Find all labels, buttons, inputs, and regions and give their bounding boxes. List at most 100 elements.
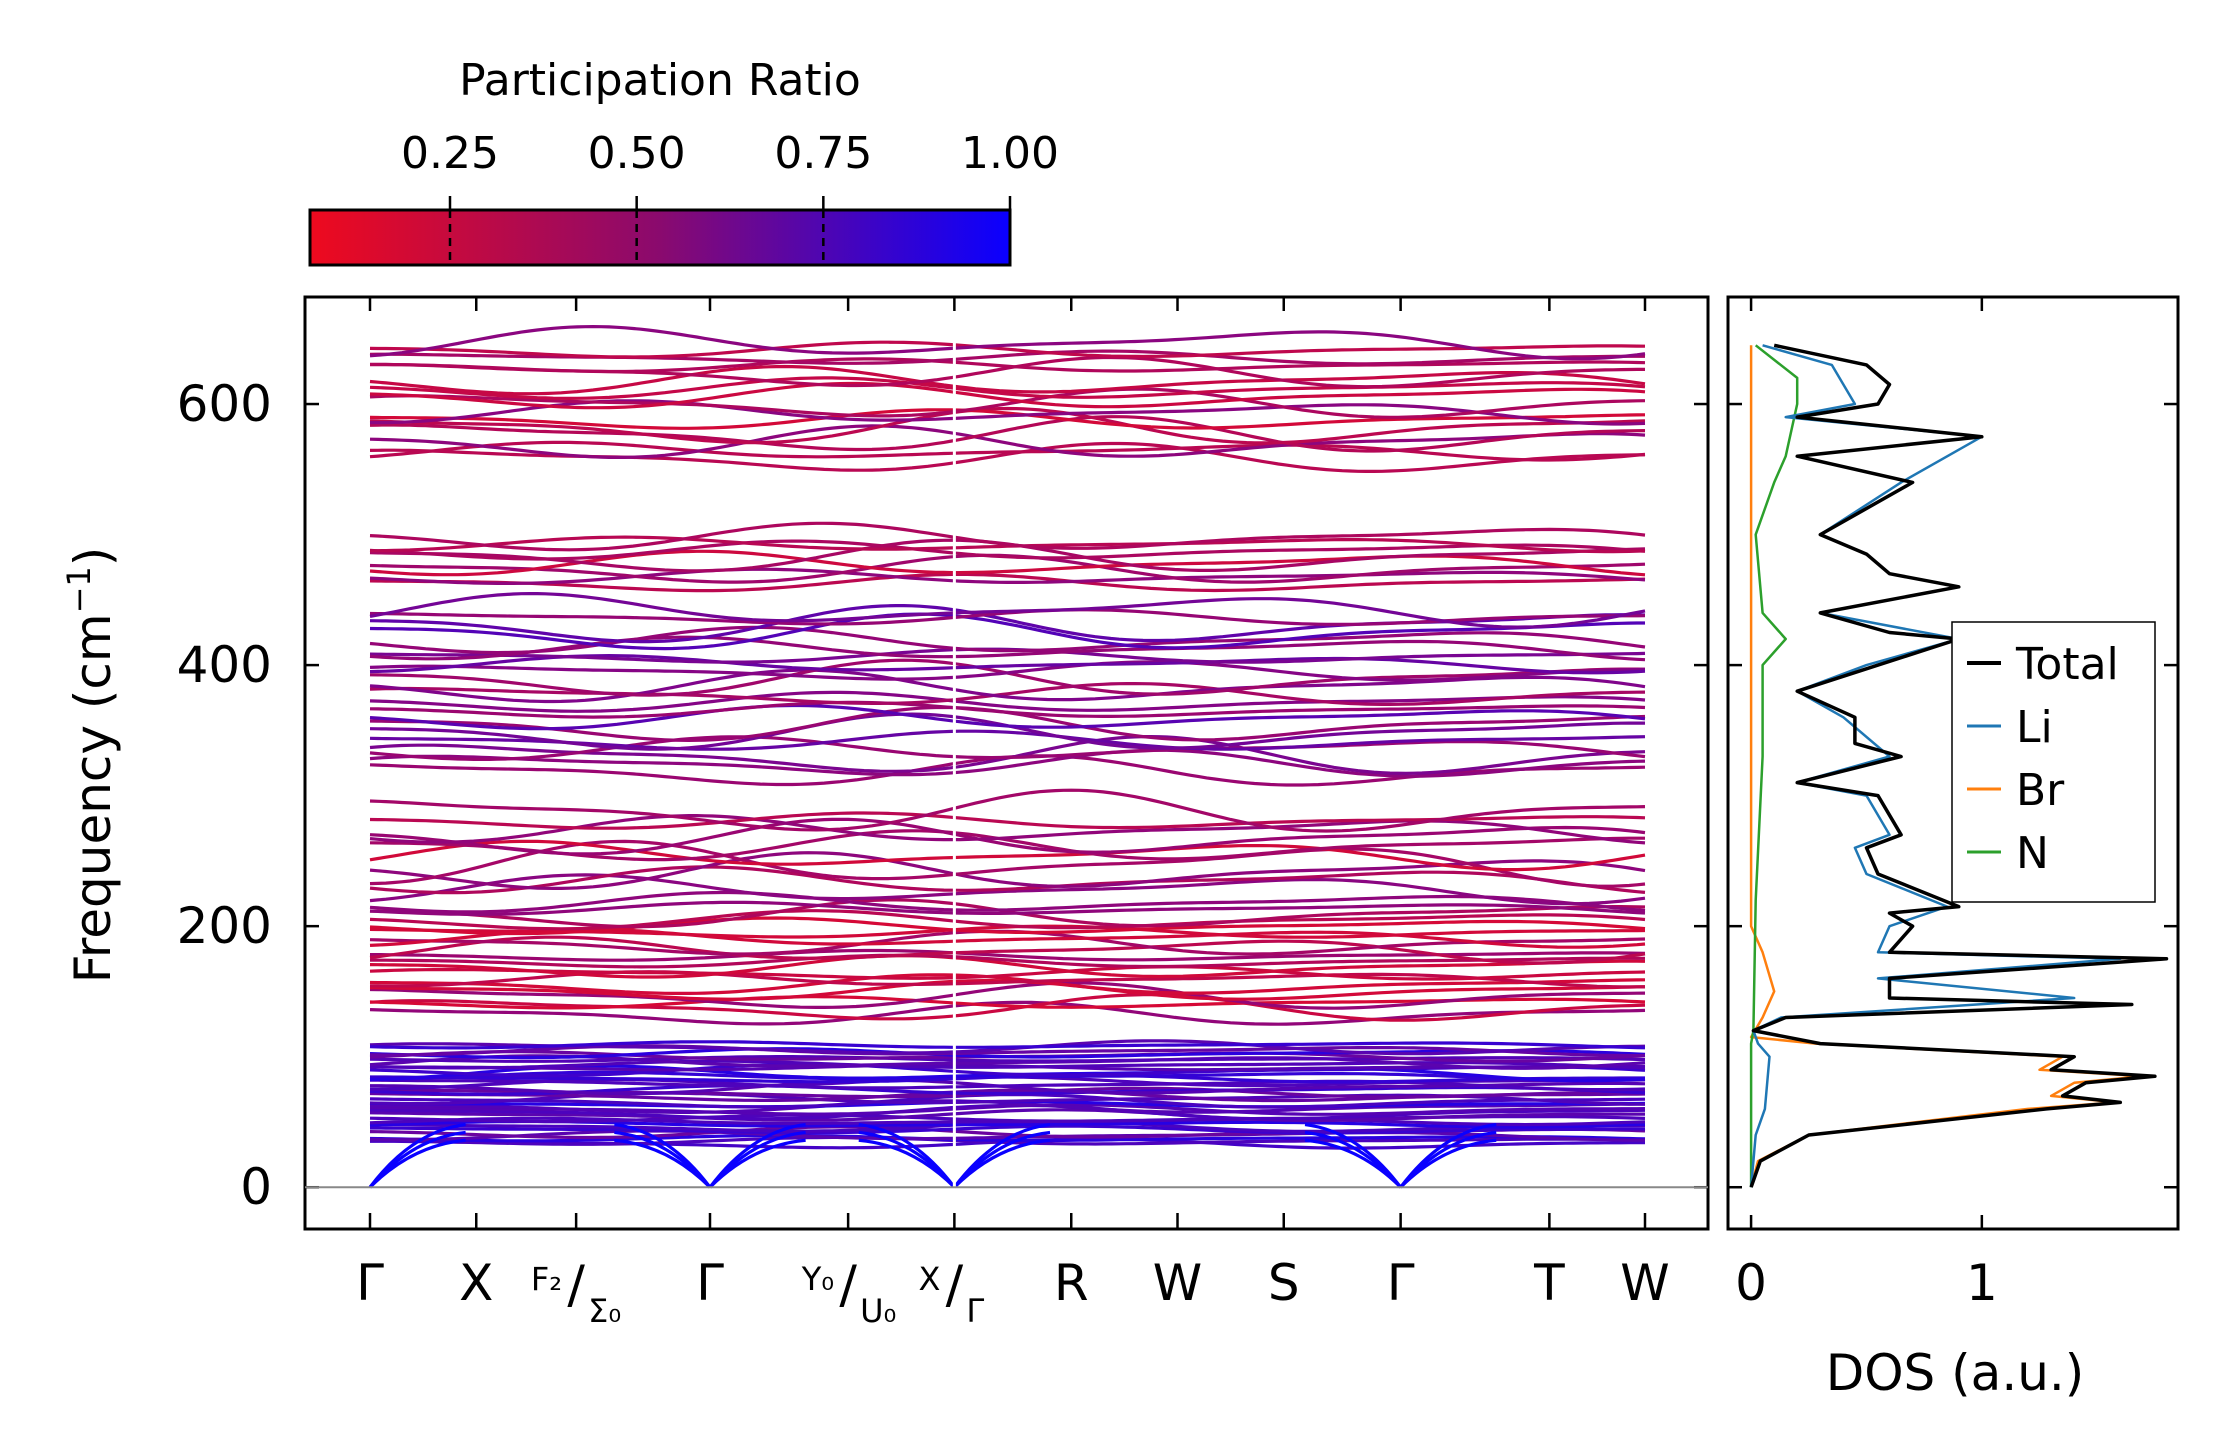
colorbar-title: Participation Ratio (459, 55, 861, 106)
phonon-band (369, 829, 1645, 862)
phonon-band (369, 1059, 1646, 1070)
dos-curves (1749, 343, 2169, 1188)
phonon-band (369, 735, 1646, 761)
k-point-label-g1: Γ (356, 1254, 384, 1312)
acoustic-branch (368, 1138, 466, 1189)
phonon-band (369, 415, 1646, 453)
phonon-band (369, 729, 1646, 751)
phonon-band (369, 700, 1646, 719)
phonon-band (369, 690, 1646, 713)
dos-line-n (1749, 344, 1799, 1188)
phonon-band (369, 909, 1646, 931)
phonon-band (369, 1135, 1646, 1146)
dos-legend: Total Li Br N (1951, 621, 2156, 903)
k-point-sup: Y₀ (801, 1260, 834, 1298)
dos-panel-frame (1726, 295, 2180, 1231)
k-point-sup: F₂ (531, 1260, 562, 1298)
band-y-tick-label: 0 (240, 1158, 272, 1216)
colorbar-tick-label: 0.50 (588, 128, 686, 179)
dos-x-tick-label: 1 (1966, 1254, 1998, 1312)
colorbar-tick-label: 1.00 (961, 128, 1059, 179)
phonon-band (369, 364, 1646, 396)
k-point-label-s: S (1268, 1254, 1300, 1312)
phonon-band (370, 1124, 1645, 1135)
phonon-band (369, 406, 1646, 445)
phonon-band (369, 660, 1646, 682)
phonon-band (369, 424, 1646, 459)
k-point-sub: Γ (966, 1292, 984, 1330)
phonon-band (369, 935, 1646, 965)
acoustic-branch (953, 1138, 1051, 1189)
legend-label-total: Total (2015, 639, 2119, 690)
phonon-band (369, 340, 1646, 359)
colorbar: Participation Ratio 0.25 0.50 0.75 1.00 (308, 55, 1059, 267)
phonon-band (369, 851, 1646, 890)
phonon-band (370, 357, 1646, 374)
phonon-band (369, 703, 1646, 731)
phonon-band (369, 1047, 1646, 1060)
k-point-label-g3: Γ (1387, 1254, 1415, 1312)
phonon-band (369, 408, 1646, 430)
phonon-bands (368, 297, 1646, 1228)
phonon-band (369, 625, 1646, 655)
phonon-band (369, 612, 1645, 651)
k-point-sup: X (918, 1260, 940, 1298)
band-x-ticks: Γ X F₂ / Σ₀ Γ Y₀ / U₀X / Γ R W S Γ T W (356, 297, 1670, 1330)
phonon-band (369, 1040, 1646, 1050)
phonon-band (369, 381, 1646, 410)
k-point-label-f2s0: F₂ / Σ₀ (531, 1255, 621, 1330)
k-point-sub: U₀ (860, 1292, 896, 1330)
k-point-slash: / (946, 1255, 964, 1315)
dos-line-total (1749, 343, 2169, 1188)
colorbar-ticks (448, 196, 1012, 265)
phonon-band (369, 592, 1646, 629)
acoustic-branch (1399, 1138, 1497, 1189)
ylabel-close: ) (64, 547, 122, 567)
band-panel-frame (303, 295, 1710, 1231)
ylabel-text: Frequency (cm (64, 613, 122, 983)
phonon-band (369, 682, 1646, 706)
phonon-band (369, 839, 1646, 872)
phonon-band (369, 572, 1646, 593)
acoustic-branch (858, 1138, 956, 1189)
phonon-band (369, 440, 1646, 462)
k-point-label-w1: W (1153, 1254, 1202, 1312)
phonon-band (369, 900, 1646, 916)
k-point-sub: Σ₀ (588, 1292, 621, 1330)
phonon-band (369, 973, 1646, 995)
legend-label-li: Li (2016, 702, 2053, 753)
k-point-label-xg: X / Γ (918, 1255, 984, 1330)
phonon-band (369, 441, 1646, 473)
band-y-tick-label: 400 (177, 636, 272, 694)
k-point-label-x1: X (459, 1254, 493, 1312)
legend-label-n: N (2016, 828, 2049, 879)
k-point-label-g2: Γ (696, 1254, 724, 1312)
colorbar-tick-label: 0.75 (774, 128, 872, 179)
phonon-band (369, 635, 1646, 662)
colorbar-tick-label: 0.25 (401, 128, 499, 179)
phonon-band (370, 535, 1646, 554)
phonon-band (369, 788, 1646, 833)
phonon-band (369, 890, 1646, 914)
phonon-band (369, 965, 1646, 981)
phonon-band (369, 953, 1645, 969)
k-point-slash: / (567, 1255, 585, 1315)
phonon-band (369, 817, 1646, 856)
phonon-band (369, 349, 1645, 366)
legend-label-br: Br (2016, 765, 2065, 816)
ylabel-superscript: −1 (60, 566, 98, 613)
acoustic-branch (708, 1138, 806, 1189)
phonon-band (369, 1108, 1645, 1123)
phonon-band (369, 981, 1646, 1010)
k-point-label-r: R (1054, 1254, 1089, 1312)
phonon-band (369, 1000, 1646, 1026)
phonon-band (369, 521, 1646, 552)
phonon-band (369, 811, 1646, 830)
k-point-slash: / (839, 1255, 857, 1315)
band-y-tick-label: 600 (177, 375, 272, 433)
colorbar-tick-labels: 0.25 0.50 0.75 1.00 (401, 128, 1059, 179)
band-y-ticks: 0 200 400 600 (177, 375, 1708, 1216)
